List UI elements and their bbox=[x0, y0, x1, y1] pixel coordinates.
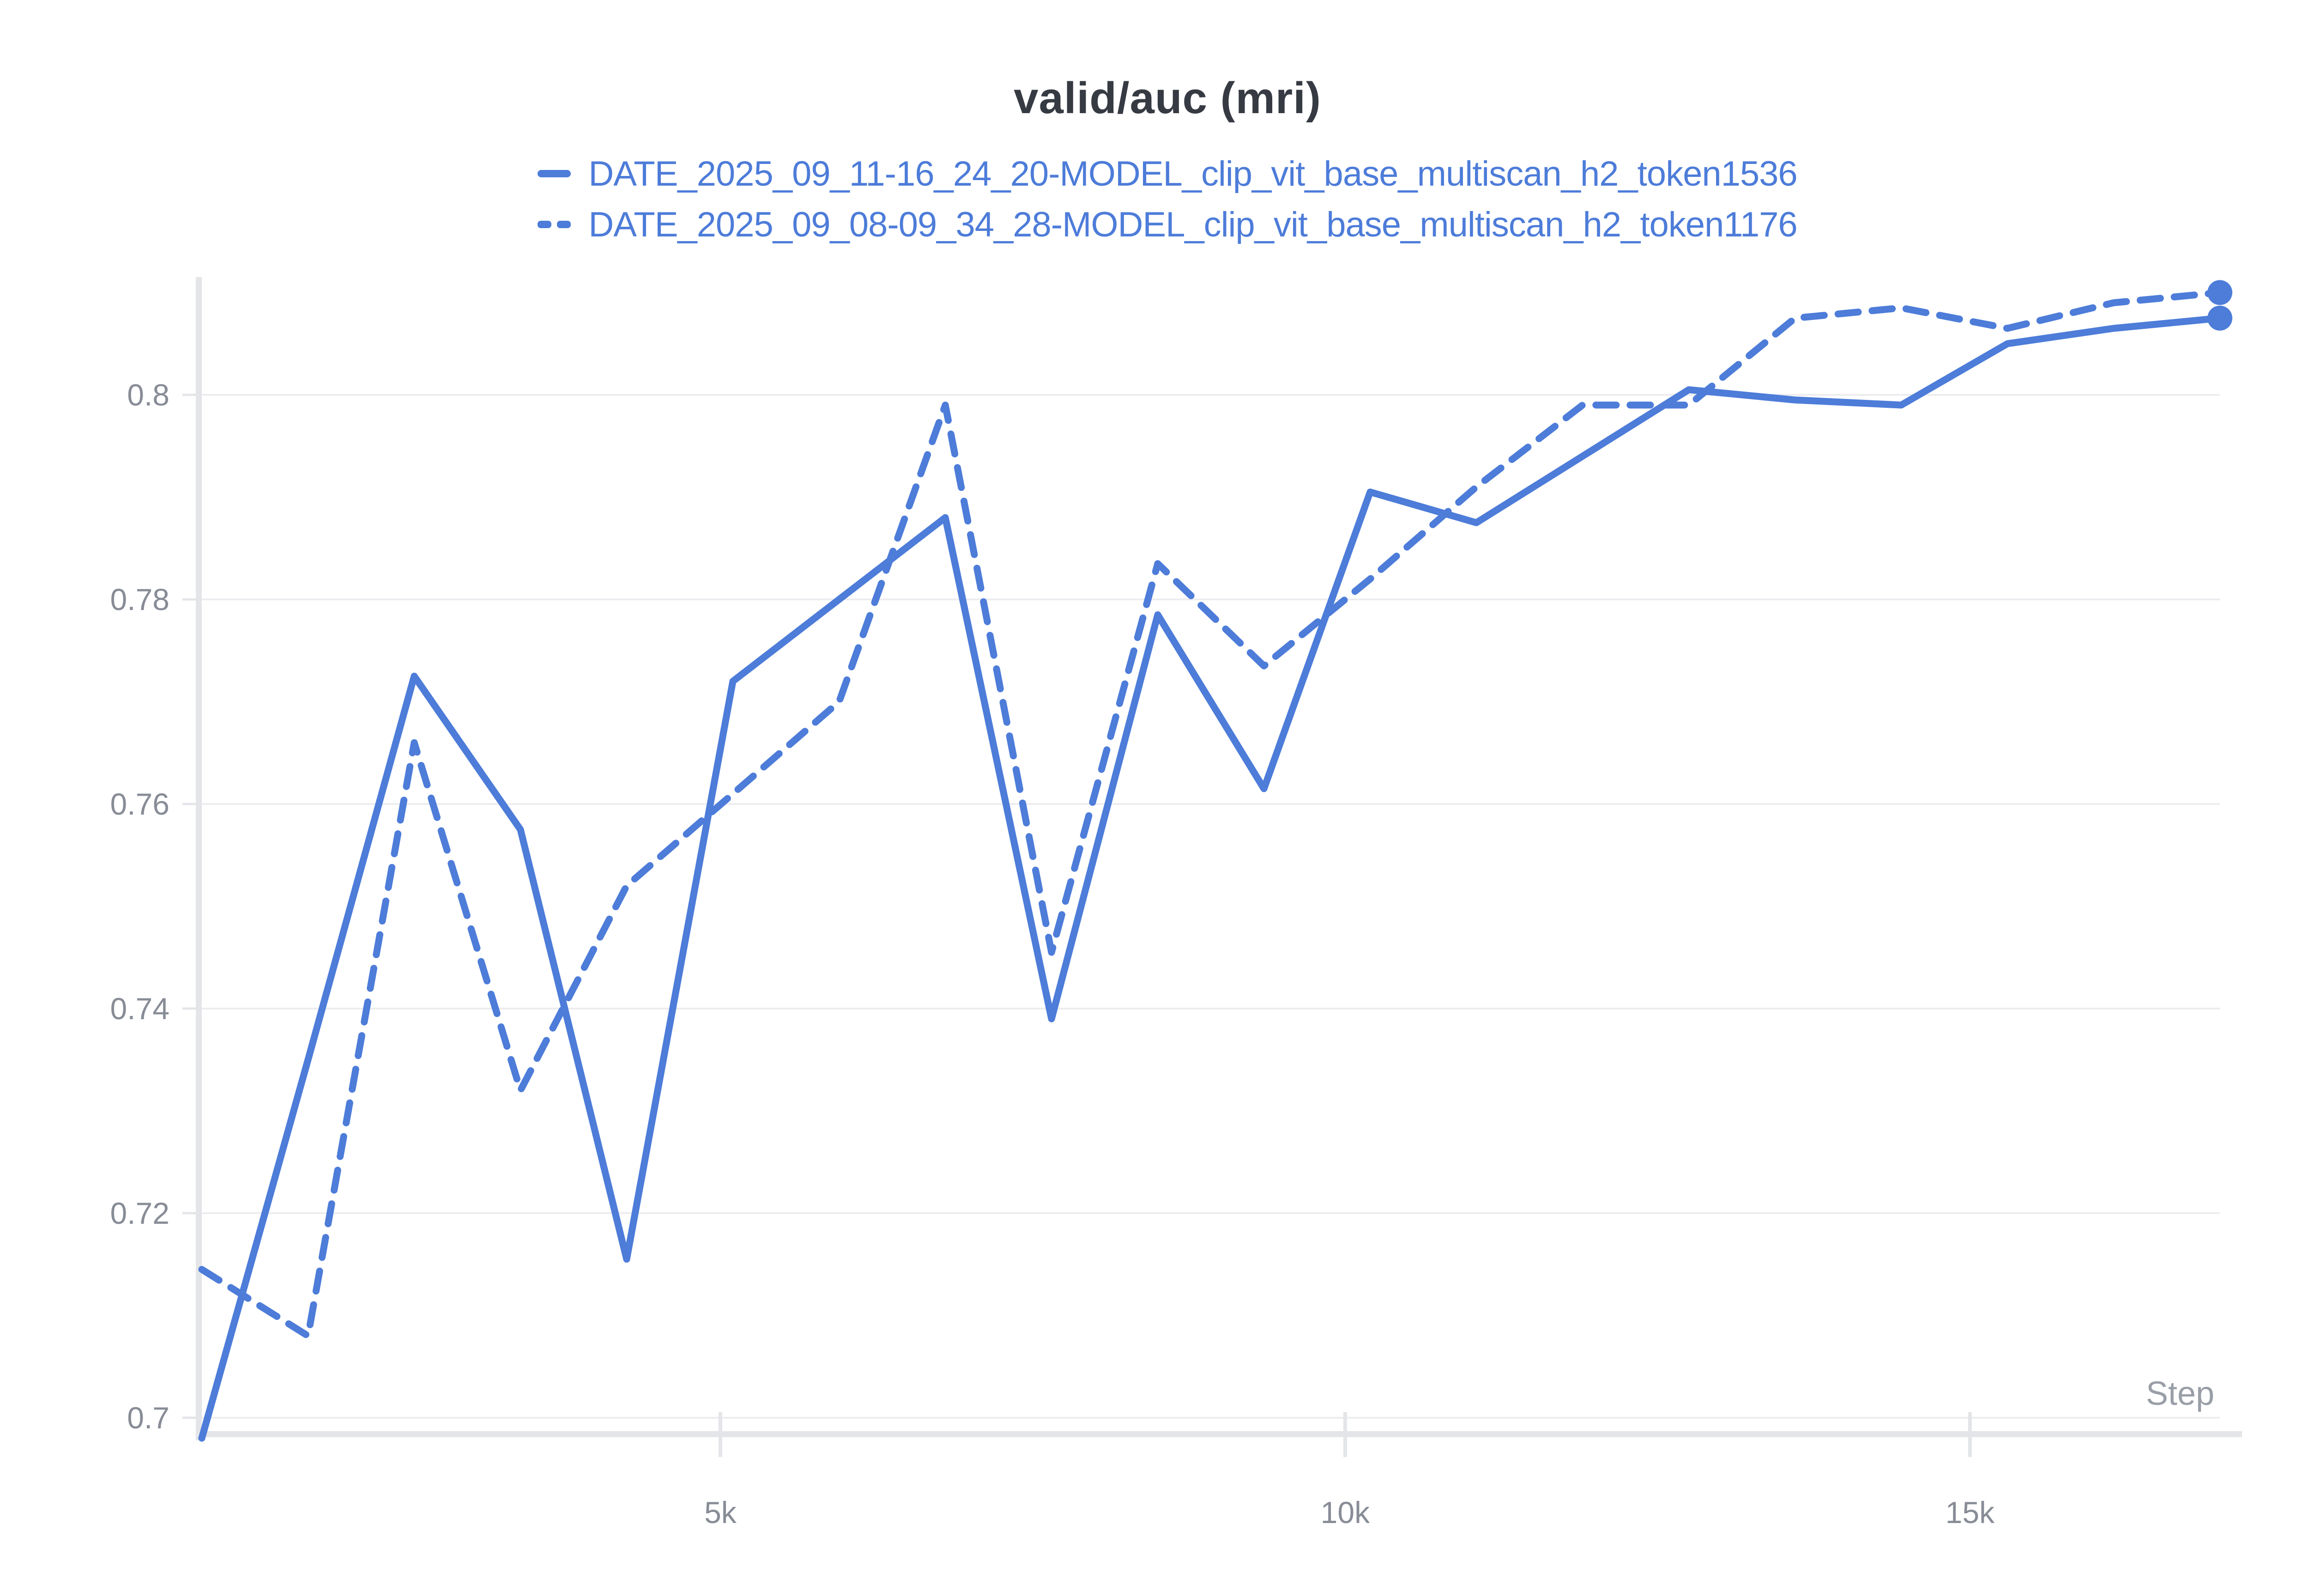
x-tick-label: 15k bbox=[1946, 1495, 1995, 1530]
y-tick-label: 0.78 bbox=[110, 582, 169, 617]
y-tick-label: 0.8 bbox=[127, 378, 169, 412]
series-endpoint-dot bbox=[2207, 305, 2232, 331]
series-endpoint-dot bbox=[2207, 280, 2232, 305]
chart-plot-area[interactable] bbox=[202, 277, 2220, 1434]
x-tick-label: 5k bbox=[704, 1495, 737, 1530]
legend-label: DATE_2025_09_11-16_24_20-MODEL_clip_vit_… bbox=[588, 154, 1797, 193]
legend-item[interactable]: DATE_2025_09_11-16_24_20-MODEL_clip_vit_… bbox=[538, 152, 1798, 195]
y-tick-label: 0.74 bbox=[110, 991, 169, 1026]
series-line-solid bbox=[198, 314, 2224, 1442]
legend-item[interactable]: DATE_2025_09_08-09_34_28-MODEL_clip_vit_… bbox=[538, 203, 1798, 246]
legend-label: DATE_2025_09_08-09_34_28-MODEL_clip_vit_… bbox=[588, 205, 1797, 244]
legend-swatch-dashed-icon bbox=[538, 221, 571, 228]
legend: DATE_2025_09_11-16_24_20-MODEL_clip_vit_… bbox=[0, 152, 2309, 246]
x-axis-title: Step bbox=[2146, 1375, 2214, 1412]
y-axis-line bbox=[196, 277, 202, 1440]
y-tick-label: 0.76 bbox=[110, 787, 169, 821]
y-tick-label: 0.72 bbox=[110, 1196, 169, 1230]
legend-swatch-solid-icon bbox=[538, 170, 571, 177]
y-tick-label: 0.7 bbox=[127, 1401, 169, 1435]
x-axis-line bbox=[196, 1431, 2242, 1437]
series-line-dashed bbox=[198, 289, 2224, 1340]
x-tick-label: 10k bbox=[1321, 1495, 1370, 1530]
chart-title: valid/auc (mri) bbox=[1014, 73, 1321, 123]
